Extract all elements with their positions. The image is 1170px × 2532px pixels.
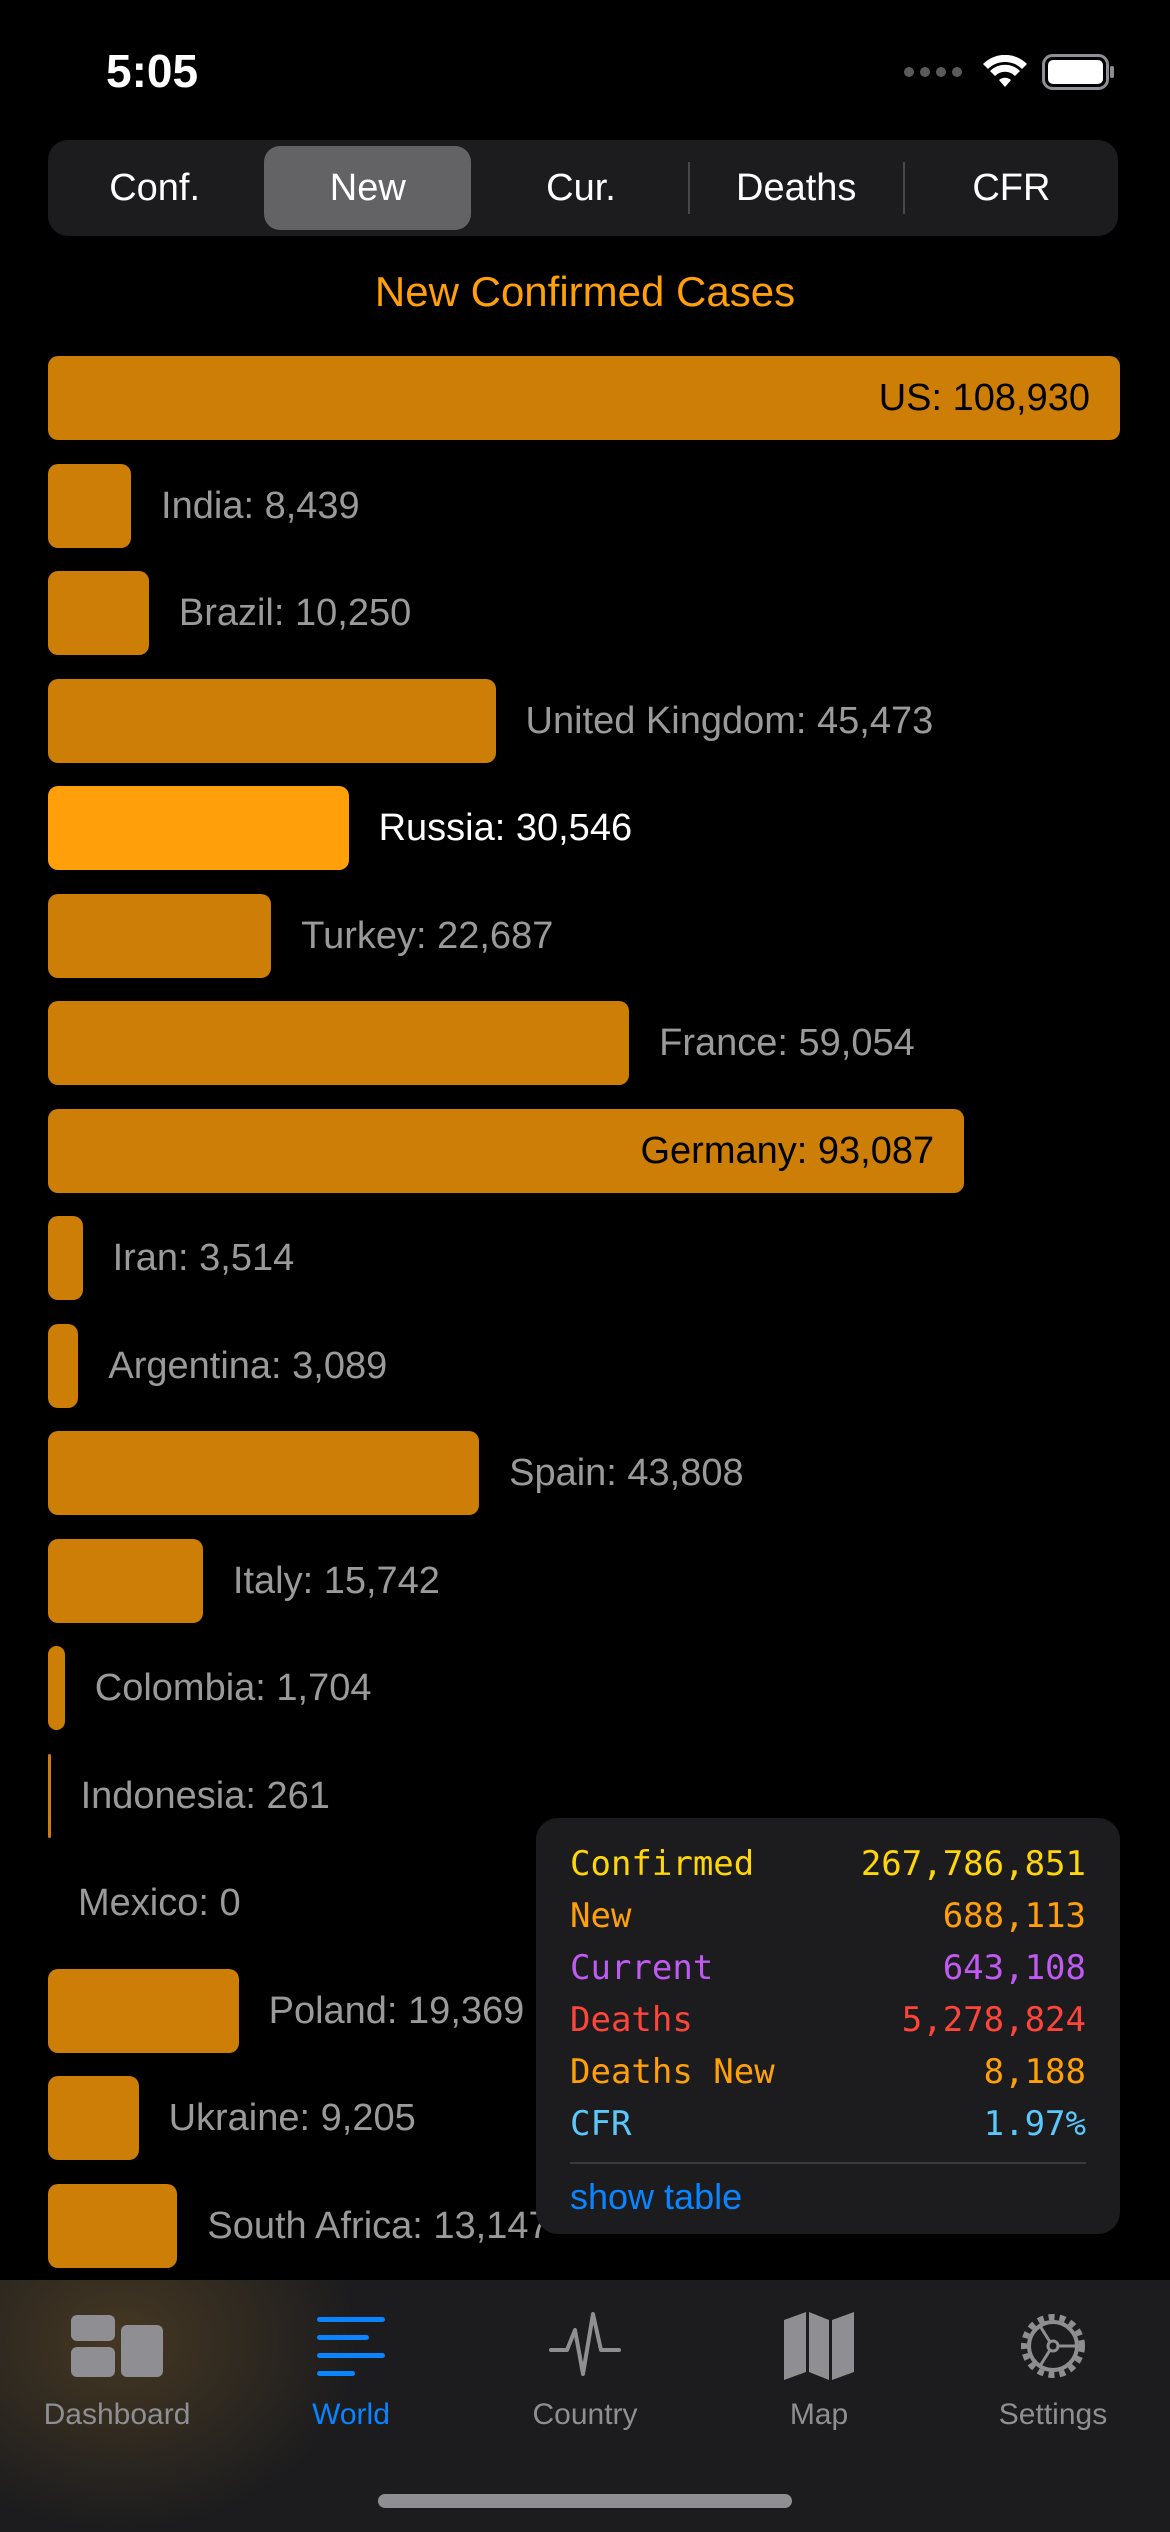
segment-label: New xyxy=(329,166,406,209)
bar-label: South Africa: 13,147 xyxy=(207,2204,550,2247)
bar-label: India: 8,439 xyxy=(161,484,360,527)
segment-cfr[interactable]: CFR xyxy=(908,146,1115,230)
tab-country[interactable]: Country xyxy=(468,2304,702,2454)
bar[interactable] xyxy=(48,1646,65,1730)
tab-dashboard[interactable]: Dashboard xyxy=(0,2304,234,2454)
bar-label: Argentina: 3,089 xyxy=(108,1344,388,1387)
stat-row-confirmed: Confirmed 267,786,851 xyxy=(570,1838,1086,1890)
stat-value: 643,108 xyxy=(942,1948,1086,1988)
stat-label: New xyxy=(570,1896,632,1936)
segment-current[interactable]: Cur. xyxy=(477,146,684,230)
bar-chart: US: 108,930 India: 8,439 Brazil: 10,250 Uni… xyxy=(48,356,1120,2268)
bar[interactable] xyxy=(48,786,349,870)
stat-value: 8,188 xyxy=(983,2052,1086,2092)
tab-settings[interactable]: Settings xyxy=(936,2304,1170,2454)
world-stats-panel: Confirmed 267,786,851 New 688,113 Curren… xyxy=(536,1818,1120,2234)
panel-divider xyxy=(570,2162,1086,2164)
stat-label: Deaths xyxy=(570,2000,693,2040)
bar[interactable] xyxy=(48,1108,965,1193)
show-table-link[interactable]: show table xyxy=(570,2176,743,2217)
segment-confirmed[interactable]: Conf. xyxy=(51,146,258,230)
chart-title: New Confirmed Cases xyxy=(374,268,796,315)
stat-value: 688,113 xyxy=(942,1896,1086,1936)
battery-icon xyxy=(1042,54,1114,90)
bar[interactable] xyxy=(48,678,496,763)
bar-label: Italy: 15,742 xyxy=(232,1559,440,1602)
stat-row-current: Current 643,108 xyxy=(570,1942,1086,1994)
tab-world[interactable]: World xyxy=(234,2304,468,2454)
bar-label: Russia: 30,546 xyxy=(378,807,633,849)
tab-bar: Dashboard World Country xyxy=(0,2280,1170,2532)
bar[interactable] xyxy=(48,2076,139,2160)
wifi-icon xyxy=(983,55,1027,87)
status-time: 5:05 xyxy=(106,45,199,97)
metric-segmented-control: Conf. New Cur. Deaths CFR xyxy=(48,140,1118,236)
stat-row-new: New 688,113 xyxy=(570,1890,1086,1942)
signal-icon xyxy=(904,67,962,77)
bar[interactable] xyxy=(48,1216,83,1300)
bar-label: Germany: 93,087 xyxy=(640,1129,935,1172)
segment-deaths[interactable]: Deaths xyxy=(693,146,900,230)
tab-label: Country xyxy=(532,2398,638,2431)
bar-label: Turkey: 22,687 xyxy=(301,914,554,957)
tab-highlight-glow xyxy=(0,2280,360,2532)
bar[interactable] xyxy=(48,571,149,655)
stat-label: Current xyxy=(570,1948,714,1988)
bar[interactable] xyxy=(48,1431,480,1515)
stat-value: 267,786,851 xyxy=(860,1844,1086,1884)
status-indicators xyxy=(904,54,1116,90)
tab-label: World xyxy=(312,2398,390,2431)
segment-label: CFR xyxy=(972,166,1051,209)
bar[interactable] xyxy=(48,1753,51,1838)
bar-label: Colombia: 1,704 xyxy=(94,1667,372,1709)
stat-label: Confirmed xyxy=(570,1844,755,1884)
list-icon xyxy=(315,2304,387,2388)
dashboard-icon xyxy=(69,2304,165,2388)
bar-label: US: 108,930 xyxy=(878,377,1090,419)
pulse-icon xyxy=(549,2304,621,2388)
tab-map[interactable]: Map xyxy=(702,2304,936,2454)
segment-label: Conf. xyxy=(109,166,201,209)
stat-label: Deaths New xyxy=(570,2052,775,2092)
segment-label: Deaths xyxy=(736,166,857,209)
bar-label: Spain: 43,808 xyxy=(509,1452,744,1494)
tab-label: Settings xyxy=(998,2398,1108,2431)
bar[interactable] xyxy=(48,1001,630,1085)
bar-label: Mexico: 0 xyxy=(78,1882,241,1924)
stat-row-cfr: CFR 1.97% xyxy=(570,2098,1086,2150)
stat-value: 1.97% xyxy=(983,2104,1086,2144)
segment-divider xyxy=(902,162,905,214)
bar-label: United Kingdom: 45,473 xyxy=(525,699,934,742)
segment-new[interactable]: New xyxy=(264,146,472,230)
stat-row-deaths: Deaths 5,278,824 xyxy=(570,1994,1086,2046)
segment-label: Cur. xyxy=(546,166,616,209)
stat-label: CFR xyxy=(570,2104,632,2144)
bar[interactable] xyxy=(48,463,132,548)
map-icon xyxy=(782,2304,856,2388)
bar[interactable] xyxy=(48,356,1120,440)
bar-label: Ukraine: 9,205 xyxy=(168,2097,416,2139)
tab-label: Map xyxy=(789,2398,849,2431)
stat-row-deaths-new: Deaths New 8,188 xyxy=(570,2046,1086,2098)
bar-label: Iran: 3,514 xyxy=(112,1237,295,1279)
bar[interactable] xyxy=(48,1323,79,1408)
bar[interactable] xyxy=(48,2183,178,2268)
segment-divider xyxy=(687,162,690,214)
bar[interactable] xyxy=(48,1968,239,2053)
bar-label: Brazil: 10,250 xyxy=(178,592,412,634)
bar-label: Indonesia: 261 xyxy=(80,1774,330,1817)
stat-value: 5,278,824 xyxy=(901,2000,1086,2040)
tab-label: Dashboard xyxy=(43,2398,191,2431)
bar[interactable] xyxy=(48,1538,203,1623)
home-indicator xyxy=(378,2494,792,2508)
bar[interactable] xyxy=(48,893,272,978)
bar-label: France: 59,054 xyxy=(659,1022,915,1064)
bar-label: Poland: 19,369 xyxy=(268,1989,525,2032)
gear-icon xyxy=(1014,2304,1092,2388)
